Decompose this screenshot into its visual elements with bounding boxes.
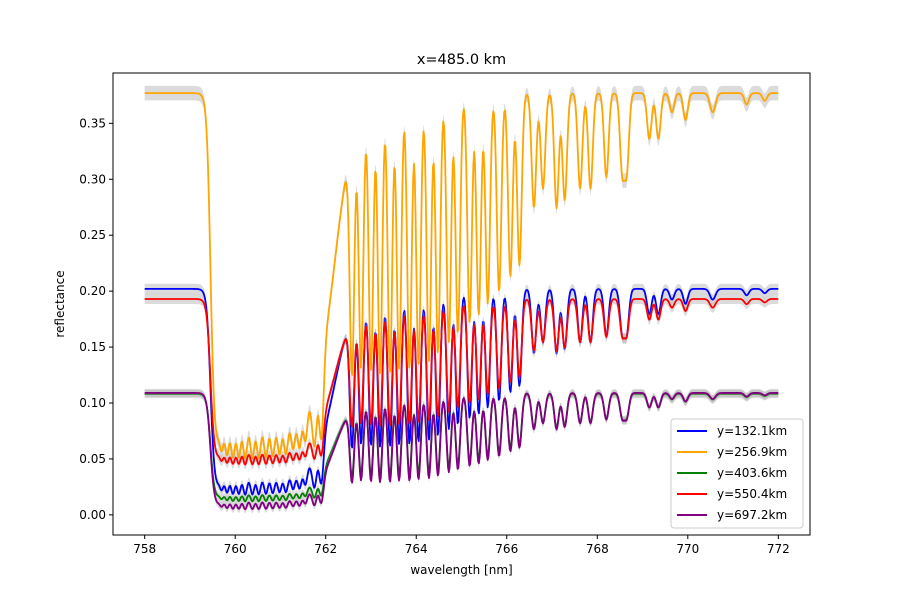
x-axis-label: wavelength [nm] — [410, 563, 512, 577]
legend-box — [670, 418, 804, 529]
x-axis: 758 760 762 764 766 768 770 772 — [133, 535, 790, 556]
legend-entry: y=132.1km — [717, 424, 787, 438]
y-axis: 0.00 0.05 0.10 0.15 0.20 0.25 0.30 0.35 — [79, 116, 113, 522]
y-tick-label: 0.25 — [79, 228, 106, 242]
x-tick-label: 768 — [586, 542, 609, 556]
y-axis-label: reflectance — [53, 270, 67, 337]
y-tick-label: 0.20 — [79, 284, 106, 298]
legend: y=132.1km y=256.9km y=403.6km y=550.4km y=69… — [670, 418, 804, 529]
series-group — [144, 85, 779, 514]
legend-entry: y=256.9km — [717, 445, 787, 459]
legend-entry: y=697.2km — [717, 508, 787, 522]
x-tick-label: 772 — [767, 542, 790, 556]
x-tick-label: 758 — [133, 542, 156, 556]
legend-entry: y=403.6km — [717, 466, 787, 480]
y-tick-label: 0.30 — [79, 172, 106, 186]
x-tick-label: 766 — [495, 542, 518, 556]
y-tick-label: 0.15 — [79, 340, 106, 354]
x-tick-label: 764 — [405, 542, 428, 556]
legend-entry: y=550.4km — [717, 487, 787, 501]
chart-title: x=485.0 km — [417, 52, 506, 68]
y-tick-label: 0.00 — [79, 508, 106, 522]
series-line — [144, 92, 779, 460]
x-tick-label: 770 — [676, 542, 699, 556]
x-tick-label: 762 — [314, 542, 337, 556]
plot-frame — [112, 72, 811, 536]
series-line — [144, 392, 779, 511]
x-tick-label: 760 — [224, 542, 247, 556]
y-tick-label: 0.05 — [79, 452, 106, 466]
y-tick-label: 0.10 — [79, 396, 106, 410]
y-tick-label: 0.35 — [79, 116, 106, 130]
series-line — [144, 298, 779, 466]
